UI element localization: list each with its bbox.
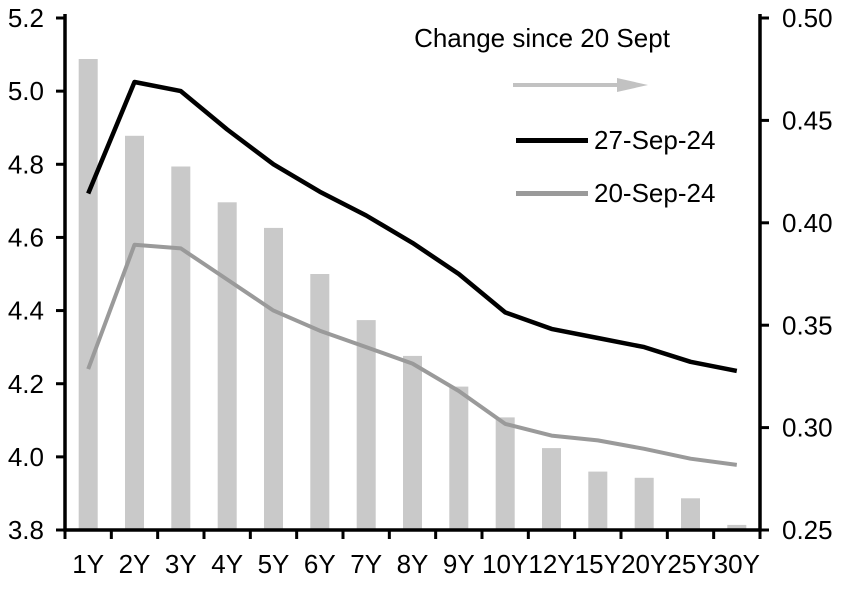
bar-change-since-20-sept <box>495 417 515 530</box>
left-axis-label: 5.0 <box>8 76 44 106</box>
right-axis-label: 0.45 <box>782 106 833 136</box>
bar-change-since-20-sept <box>310 274 330 530</box>
x-axis-label: 12Y <box>528 549 574 579</box>
bar-change-since-20-sept <box>542 448 561 530</box>
x-axis-label: 1Y <box>72 549 104 579</box>
axes-frame <box>63 14 762 532</box>
bar-change-since-20-sept <box>727 524 747 530</box>
line-swatch-20-sep-24 <box>516 190 588 196</box>
left-axis-label: 4.4 <box>8 296 44 326</box>
right-arrow-icon <box>513 78 648 92</box>
bar-change-since-20-sept <box>681 498 700 530</box>
legend-label-20-sep-24: 20-Sep-24 <box>594 177 716 208</box>
bar-change-since-20-sept <box>125 135 144 531</box>
x-axis-label: 25Y <box>667 549 713 579</box>
x-axis-label: 5Y <box>258 549 290 579</box>
legend-entry-20-sep-24: 20-Sep-24 <box>516 177 716 208</box>
bar-change-since-20-sept <box>171 166 191 530</box>
right-axis-label: 0.40 <box>782 208 833 238</box>
bar-change-since-20-sept <box>356 320 376 530</box>
x-axis-label: 3Y <box>165 549 197 579</box>
left-axis-label: 4.8 <box>8 149 44 179</box>
line-20-sep-24 <box>86 242 738 467</box>
left-axis-label: 3.8 <box>8 515 44 545</box>
left-axis-label: 4.0 <box>8 442 44 472</box>
legend-entry-27-sep-24: 27-Sep-24 <box>516 124 716 155</box>
x-axis-label: 10Y <box>482 549 528 579</box>
x-axis-label: 20Y <box>621 549 667 579</box>
line-swatch-27-sep-24 <box>516 137 588 143</box>
bar-change-since-20-sept <box>449 386 469 530</box>
left-axis-label: 5.2 <box>8 3 44 33</box>
x-axis-label: 7Y <box>350 549 382 579</box>
x-axis-label: 30Y <box>714 549 760 579</box>
x-axis-label: 8Y <box>397 549 429 579</box>
right-axis-label: 0.25 <box>782 515 833 545</box>
bar-change-since-20-sept <box>634 477 654 530</box>
bar-change-since-20-sept <box>264 227 283 530</box>
x-axis-label: 4Y <box>211 549 243 579</box>
right-axis-label: 0.35 <box>782 310 833 340</box>
left-axis-label: 4.6 <box>8 223 44 253</box>
bar-change-since-20-sept <box>403 355 422 530</box>
left-axis-label: 4.2 <box>8 369 44 399</box>
x-axis-label: 2Y <box>119 549 151 579</box>
x-axis-label: 15Y <box>575 549 621 579</box>
legend-label-27-sep-24: 27-Sep-24 <box>594 124 716 155</box>
right-axis-label: 0.30 <box>782 413 833 443</box>
bar-change-since-20-sept <box>588 471 608 530</box>
x-axis-label: 6Y <box>304 549 336 579</box>
line-27-sep-24 <box>86 79 738 374</box>
legend-title: Change since 20 Sept <box>414 23 670 53</box>
right-axis-label: 0.50 <box>782 3 833 33</box>
x-axis-label: 9Y <box>443 549 475 579</box>
